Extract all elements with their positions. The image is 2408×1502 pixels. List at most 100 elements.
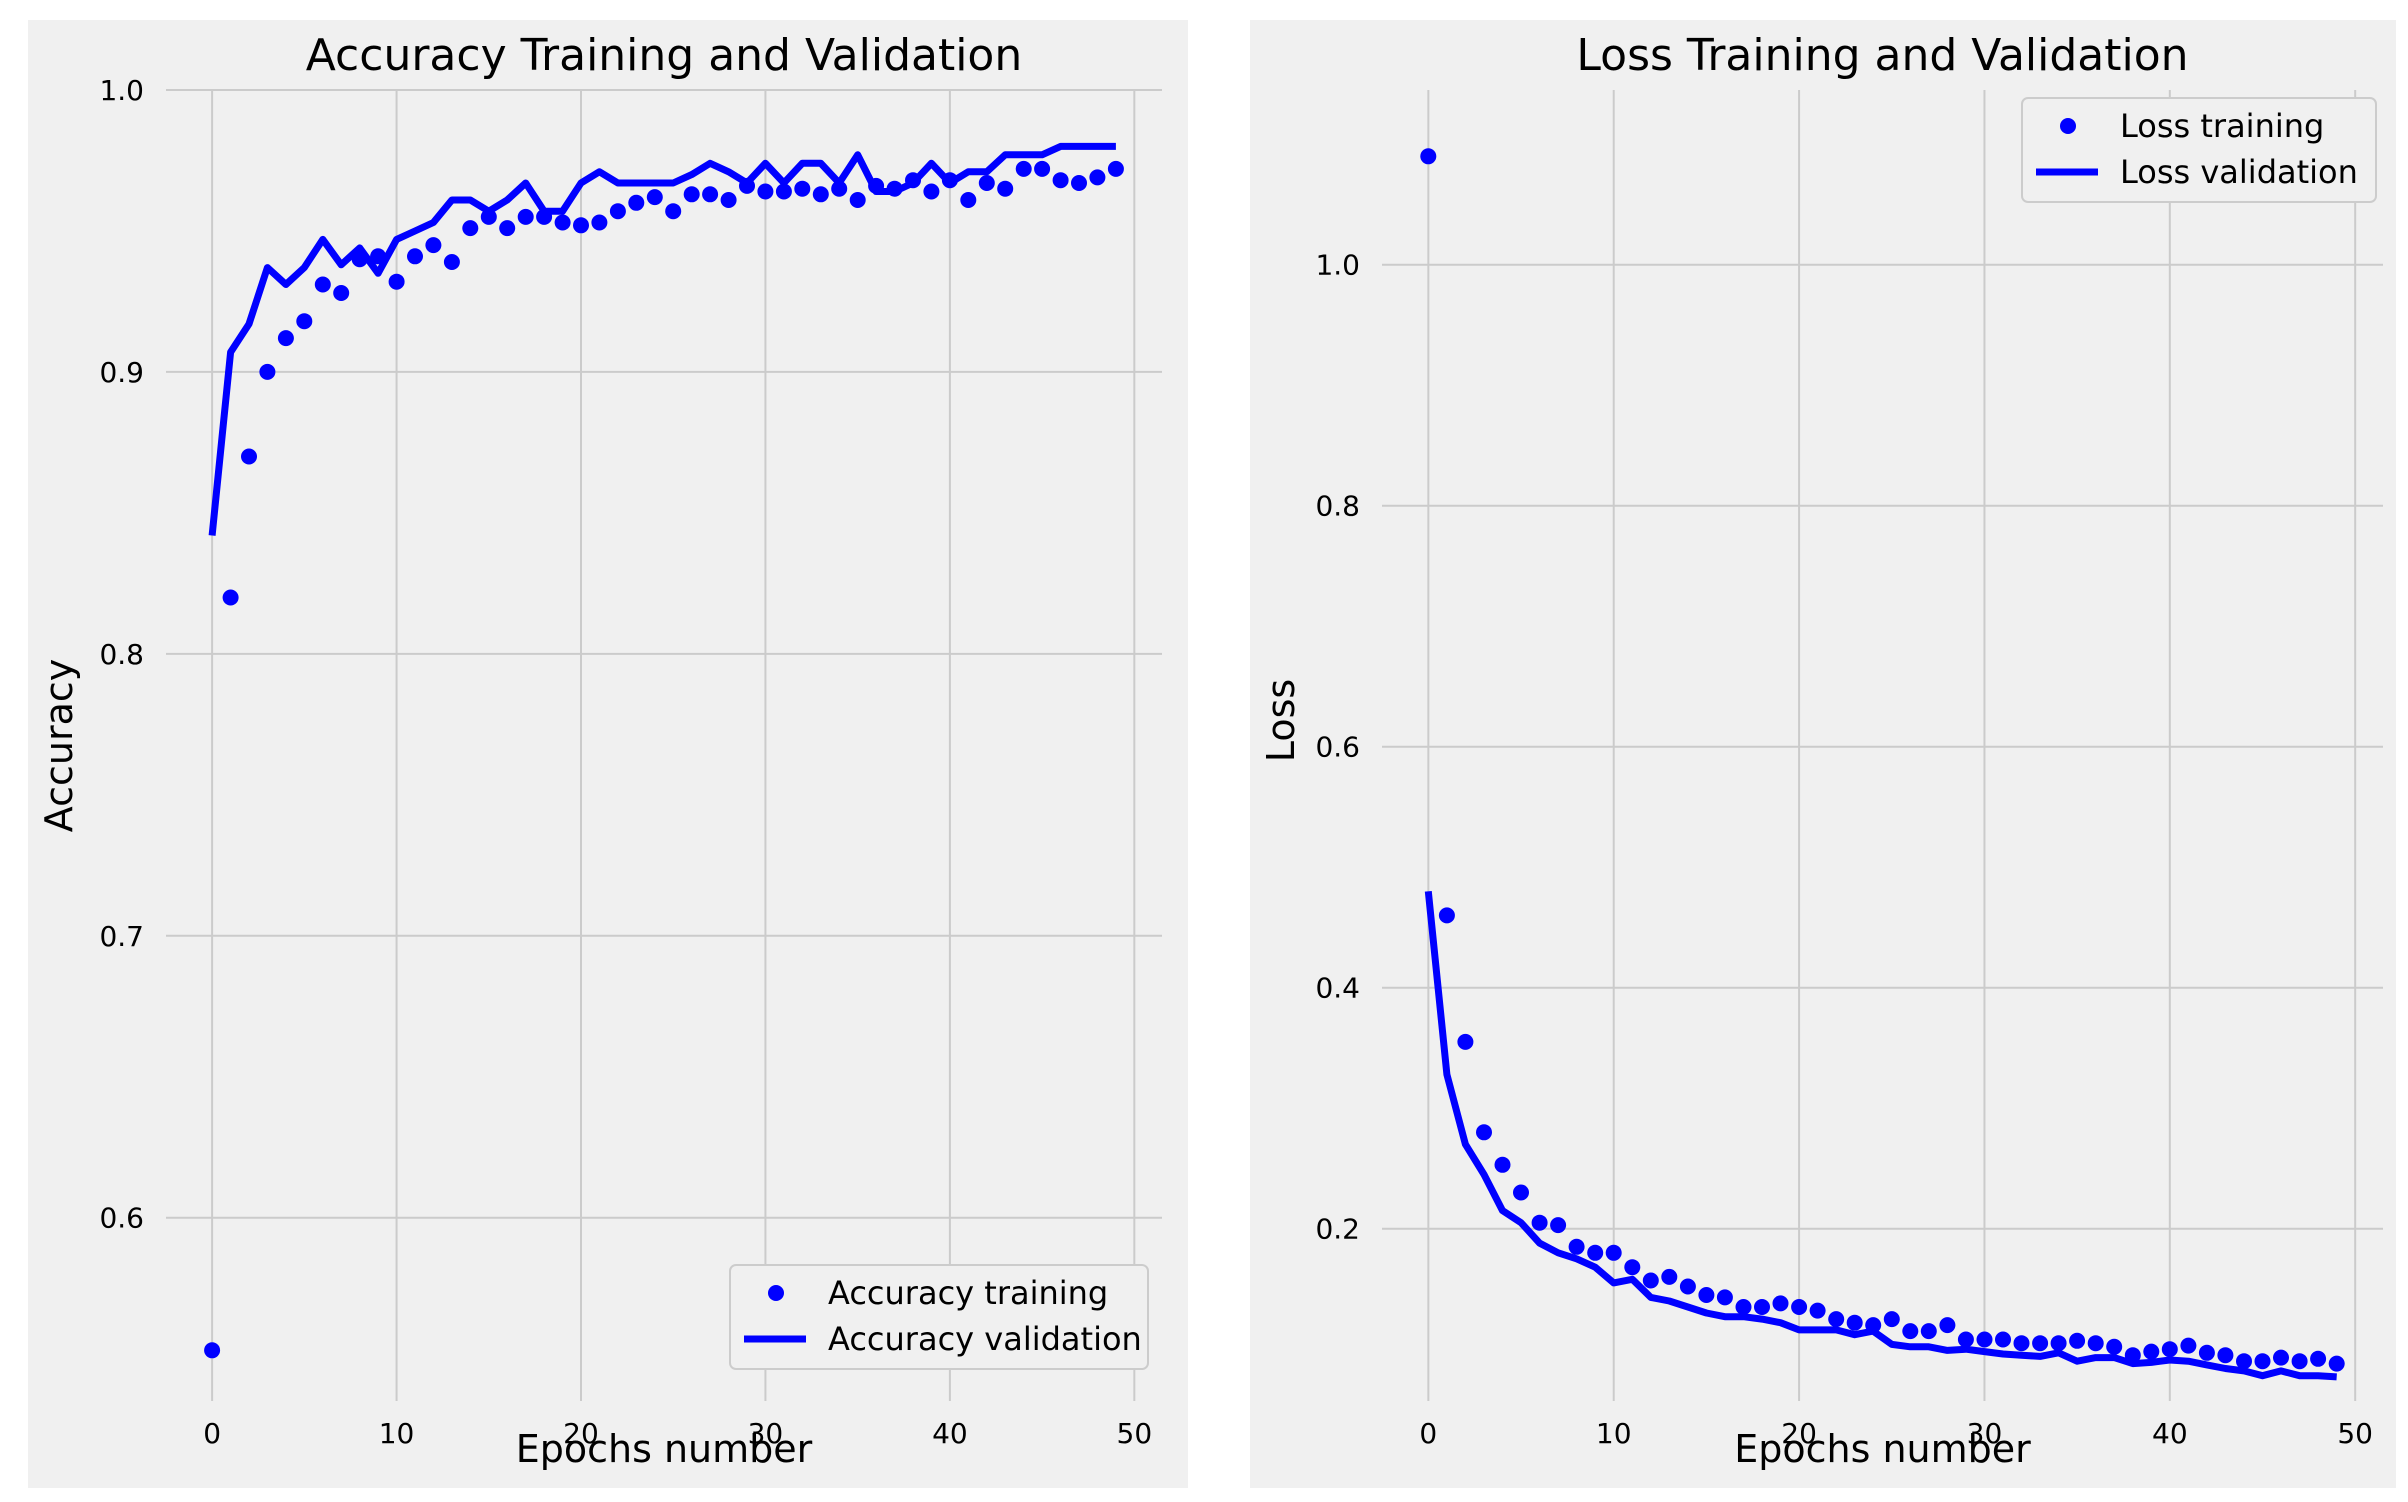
loss-training-point: [2050, 1335, 2067, 1352]
accuracy-training-point: [720, 192, 737, 208]
loss-x-tick-label: 40: [2152, 1417, 2188, 1450]
loss-training-point: [1846, 1314, 1863, 1331]
loss-training-point: [1957, 1331, 1974, 1348]
loss-training-point: [1698, 1287, 1715, 1303]
accuracy-training-point: [296, 313, 313, 330]
accuracy-plot-area: [204, 142, 1124, 1359]
loss-training-point: [1920, 1323, 1937, 1340]
loss-training-point: [2013, 1335, 2030, 1352]
accuracy-training-point: [1107, 160, 1124, 177]
loss-training-point: [1550, 1217, 1567, 1234]
loss-training-point: [1642, 1272, 1659, 1289]
loss-panel-background: [1250, 20, 2396, 1488]
loss-training-point: [2291, 1353, 2308, 1370]
loss-training-point: [1883, 1311, 1900, 1328]
loss-x-tick-label: 10: [1596, 1417, 1632, 1450]
loss-y-tick-label: 0.2: [1315, 1213, 1360, 1246]
loss-x-tick-label: 20: [1781, 1417, 1817, 1450]
loss-training-point: [2180, 1337, 2197, 1354]
accuracy-training-point: [702, 186, 719, 203]
accuracy-training-point: [646, 189, 663, 206]
accuracy-training-point: [1015, 160, 1032, 177]
loss-training-point: [2087, 1335, 2104, 1352]
accuracy-training-point: [425, 237, 442, 254]
loss-grid: [1382, 90, 2383, 1401]
loss-x-ticks: 0 10 20 30 40 50: [1419, 1417, 2373, 1450]
loss-legend-box: [2021, 97, 2377, 203]
loss-training-point: [1828, 1311, 1845, 1328]
loss-training-point: [1791, 1299, 1808, 1315]
loss-legend-label-training: Loss training: [2120, 107, 2324, 145]
loss-training-point: [1605, 1244, 1622, 1261]
accuracy-training-point: [573, 217, 589, 234]
loss-training-point: [1995, 1331, 2011, 1348]
accuracy-y-ticks: 0.6 0.7 0.8 0.9 1.0: [99, 74, 144, 1235]
loss-y-ticks: 0.2 0.4 0.6 0.8 1.0: [1315, 249, 1360, 1246]
loss-training-point: [1661, 1268, 1678, 1285]
accuracy-legend-label-validation: Accuracy validation: [828, 1320, 1142, 1358]
accuracy-training-point: [609, 203, 626, 220]
loss-training-point: [1809, 1302, 1826, 1319]
accuracy-training-point: [333, 285, 350, 301]
accuracy-training-point: [665, 203, 682, 220]
accuracy-x-tick-label: 40: [932, 1417, 968, 1450]
loss-x-tick-label: 30: [1967, 1417, 2003, 1450]
loss-training-point: [2273, 1349, 2289, 1366]
accuracy-training-point: [443, 254, 460, 270]
accuracy-y-axis-label: Accuracy: [37, 659, 81, 833]
loss-training-point: [1754, 1299, 1770, 1315]
accuracy-legend-marker-training: [768, 1285, 784, 1301]
accuracy-training-point: [241, 448, 257, 465]
loss-training-point: [1457, 1033, 1474, 1050]
loss-training-point: [1624, 1259, 1641, 1276]
loss-y-tick-label: 0.4: [1315, 972, 1360, 1005]
accuracy-training-point: [757, 183, 774, 200]
loss-training-point: [2328, 1355, 2345, 1372]
loss-training-point: [2217, 1347, 2234, 1364]
accuracy-training-point: [517, 208, 534, 225]
accuracy-training-point: [812, 186, 829, 203]
accuracy-grid: [166, 89, 1162, 1401]
accuracy-training-point: [407, 248, 423, 265]
loss-y-axis-label: Loss: [1259, 679, 1303, 762]
loss-training-point: [2198, 1344, 2215, 1361]
loss-chart: 0 10 20 30 40 50 0.2 0.4 0.6 0.8 1.0 Loss Trainin…: [1250, 20, 2396, 1488]
loss-training-point: [2310, 1350, 2327, 1367]
accuracy-training-point: [923, 183, 940, 200]
accuracy-training-point: [1089, 169, 1106, 186]
loss-y-tick-label: 0.6: [1315, 731, 1360, 764]
accuracy-x-tick-label: 50: [1117, 1417, 1153, 1450]
loss-legend-label-validation: Loss validation: [2120, 153, 2358, 191]
loss-training-point: [1976, 1331, 1993, 1348]
accuracy-training-point: [978, 175, 995, 191]
accuracy-y-tick-label: 0.9: [99, 356, 144, 389]
loss-plot-area: [1420, 148, 2345, 1381]
accuracy-x-tick-label: 20: [563, 1417, 599, 1450]
accuracy-x-tick-label: 0: [203, 1417, 221, 1450]
accuracy-training-point: [222, 589, 239, 606]
loss-training-point: [1438, 907, 1455, 924]
loss-chart-title: Loss Training and Validation: [1576, 30, 2188, 81]
loss-y-tick-label: 0.8: [1315, 490, 1360, 523]
accuracy-y-tick-label: 0.6: [99, 1202, 144, 1235]
accuracy-training-point: [1052, 172, 1069, 189]
loss-training-point: [1513, 1184, 1529, 1201]
loss-training-point: [1568, 1238, 1585, 1255]
accuracy-chart: 0 10 20 30 40 50 0.6 0.7 0.8 0.9 1.0 Accuracy Tra…: [28, 20, 1188, 1488]
loss-training-point: [2161, 1341, 2178, 1358]
loss-training-point: [2143, 1343, 2160, 1360]
accuracy-training-point: [314, 276, 331, 293]
accuracy-training-point: [628, 194, 645, 211]
accuracy-y-tick-label: 1.0: [99, 74, 144, 107]
loss-training-point: [2106, 1338, 2123, 1355]
accuracy-training-point: [462, 220, 479, 237]
accuracy-training-point: [554, 214, 571, 231]
loss-training-point: [1735, 1299, 1752, 1315]
loss-x-tick-label: 0: [1419, 1417, 1437, 1450]
loss-legend-marker-training: [2060, 118, 2076, 134]
accuracy-y-tick-label: 0.7: [99, 920, 144, 953]
accuracy-legend-label-training: Accuracy training: [828, 1274, 1108, 1312]
accuracy-panel-background: [28, 20, 1188, 1488]
accuracy-training-point: [831, 180, 848, 197]
